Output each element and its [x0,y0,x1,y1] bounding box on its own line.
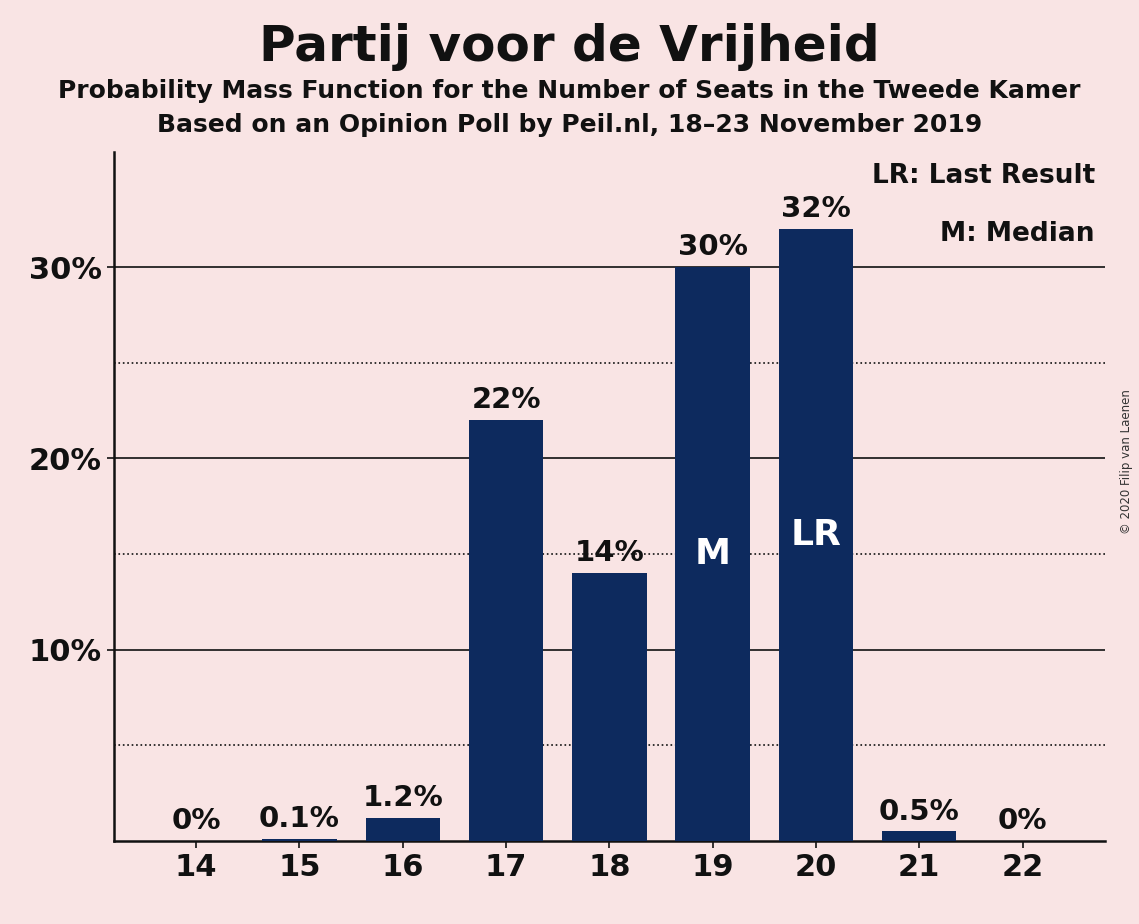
Text: 14%: 14% [574,540,645,567]
Bar [572,573,647,841]
Text: M: Median: M: Median [941,222,1095,248]
Bar [366,818,440,841]
Text: 1.2%: 1.2% [362,784,443,812]
Text: 30%: 30% [678,234,747,261]
Bar [675,267,749,841]
Bar [469,420,543,841]
Text: Based on an Opinion Poll by Peil.nl, 18–23 November 2019: Based on an Opinion Poll by Peil.nl, 18–… [157,113,982,137]
Text: 0%: 0% [171,807,221,835]
Bar [779,229,853,841]
Text: 0%: 0% [998,807,1048,835]
Text: 22%: 22% [472,386,541,415]
Text: 32%: 32% [781,195,851,224]
Bar [262,839,337,841]
Text: LR: Last Result: LR: Last Result [871,163,1095,188]
Text: 0.5%: 0.5% [879,797,960,825]
Text: M: M [695,537,731,571]
Text: Probability Mass Function for the Number of Seats in the Tweede Kamer: Probability Mass Function for the Number… [58,79,1081,103]
Text: LR: LR [790,517,842,552]
Text: 0.1%: 0.1% [259,805,339,833]
Text: © 2020 Filip van Laenen: © 2020 Filip van Laenen [1121,390,1133,534]
Bar [882,832,957,841]
Text: Partij voor de Vrijheid: Partij voor de Vrijheid [260,23,879,71]
